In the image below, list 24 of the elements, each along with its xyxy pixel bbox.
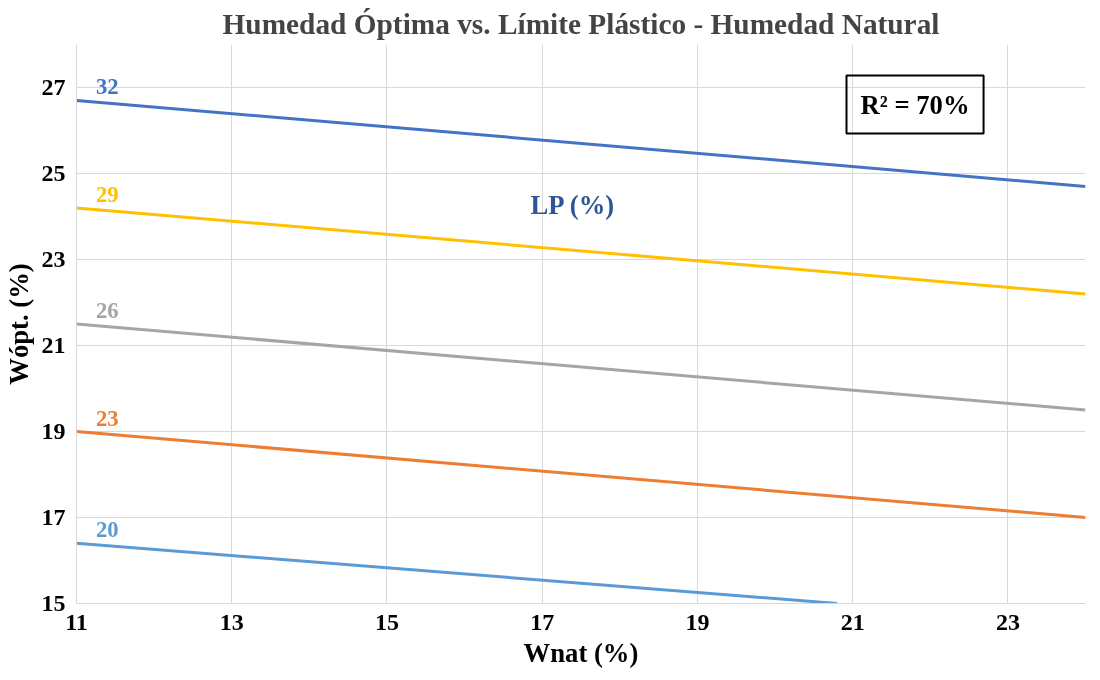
x-tick-label: 15	[374, 608, 399, 635]
series-label: 26	[95, 298, 119, 323]
y-tick-label: 17	[41, 504, 66, 530]
x-tick-label: 19	[685, 608, 710, 635]
annotation: LP (%)	[530, 189, 615, 220]
series-label: 29	[95, 181, 119, 207]
series-label: 23	[95, 405, 119, 431]
x-axis-title: Wnat (%)	[523, 637, 639, 668]
y-tick-label: 25	[41, 160, 66, 186]
y-tick-label: 23	[41, 246, 66, 272]
annotation: R² = 70%	[860, 89, 970, 120]
y-tick-label: 21	[41, 332, 66, 358]
x-tick-label: 17	[530, 608, 555, 635]
y-tick-label: 27	[41, 74, 66, 100]
series-label: 20	[95, 517, 119, 543]
series-label: 32	[95, 74, 119, 100]
y-tick-label: 19	[41, 418, 66, 444]
y-axis-title: Wópt. (%)	[3, 263, 34, 385]
y-tick-label: 15	[41, 590, 66, 616]
x-tick-label: 23	[995, 608, 1020, 635]
x-tick-label: 21	[840, 608, 865, 635]
chart-title: Humedad Óptima vs. Límite Plástico - Humedad Natural	[222, 7, 940, 40]
x-tick-label: 11	[65, 608, 88, 635]
x-tick-label: 13	[219, 608, 244, 635]
